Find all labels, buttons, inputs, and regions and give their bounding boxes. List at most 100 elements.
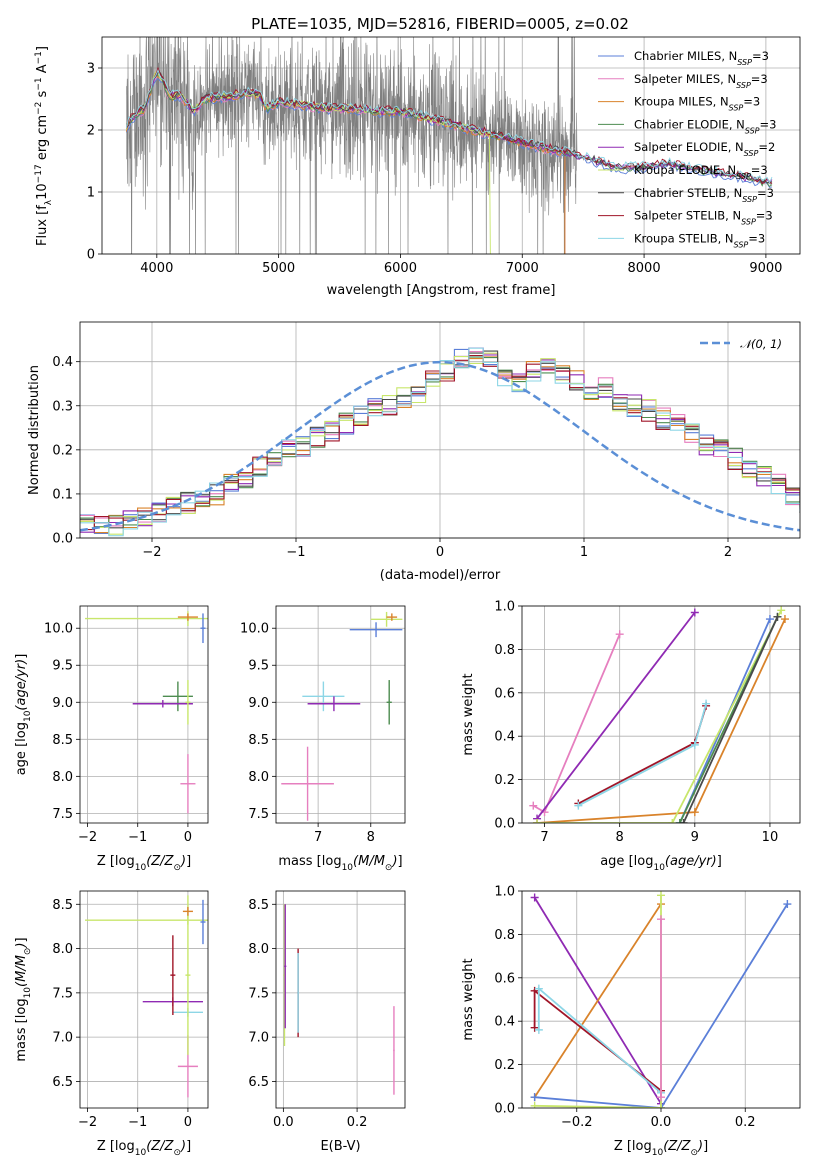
legend-label-part: =3 — [760, 117, 777, 131]
label-sub: λ — [44, 199, 54, 205]
mass-vs-metallicity-panel: −2 −1 06.57.07.58.08.5Z [log10(Z/Z⊙)]mass … — [14, 890, 209, 1158]
label-part: ) — [14, 942, 29, 948]
label-part: (Z/Z — [663, 1139, 691, 1154]
legend-label: Chabrier MILES, NSSP=3 — [634, 49, 769, 67]
y-tick-label: 9.5 — [248, 659, 269, 674]
x-tick-label: −0.2 — [561, 1115, 593, 1130]
label-sub: 10 — [135, 1148, 147, 1158]
axis-label: mass [log10(M/M⊙)] — [14, 937, 33, 1061]
x-tick-label: 8000 — [628, 261, 661, 276]
hist-kroupa_stelib — [80, 347, 800, 537]
x-tick-label: 0.0 — [273, 1115, 294, 1130]
label-part: ] — [186, 854, 191, 869]
axis-label: mass weight — [461, 958, 476, 1040]
axis-label: mass [log10(M/M⊙)] — [278, 854, 402, 873]
series-marker — [783, 900, 792, 909]
y-tick-label: 3 — [87, 62, 95, 77]
x-tick-label: 6000 — [384, 261, 417, 276]
x-tick-label: −1 — [286, 545, 305, 560]
label-sup: −17 — [34, 164, 44, 183]
y-tick-label: 0.4 — [494, 730, 515, 745]
label-part: erg cm — [35, 115, 50, 164]
legend-label: Chabrier STELIB, NSSP=3 — [634, 186, 774, 204]
y-tick-label: 9.0 — [248, 696, 269, 711]
y-tick-label: 8.5 — [52, 733, 73, 748]
y-tick-label: 8.0 — [52, 770, 73, 785]
axis-label: (data-model)/error — [380, 568, 501, 583]
series-marker — [668, 819, 677, 823]
label-part: s — [35, 90, 50, 101]
series-line — [533, 903, 662, 1098]
axis-label: wavelength [Angstrom, rest frame] — [327, 283, 556, 298]
legend-label-sub: SSP — [741, 217, 756, 226]
label-part: mass [log — [278, 854, 341, 869]
legend-label-part: Chabrier STELIB, N — [634, 186, 742, 200]
x-tick-label: 5000 — [262, 261, 295, 276]
y-tick-label: 6.5 — [248, 1075, 269, 1090]
legend-label-part: =3 — [748, 231, 765, 245]
legend-label-part: Chabrier ELODIE, N — [634, 117, 745, 131]
x-tick-label: 4000 — [140, 261, 173, 276]
x-tick-label: 7000 — [506, 261, 539, 276]
axis-label: age [log10(age/yr)] — [14, 654, 33, 776]
x-tick-label: −2 — [142, 545, 161, 560]
series-marker — [657, 891, 665, 900]
weight-vs-metallicity-panel: −0.2 0.0 0.2 0.0 0.2 0.4 0.6 0.8 1.0 Z [log10(Z/Z… — [461, 885, 801, 1158]
series-line — [532, 633, 621, 814]
label-part: (age/yr) — [14, 659, 29, 711]
y-tick-label: 7.0 — [248, 1031, 269, 1046]
legend-label-part: =3 — [757, 186, 774, 200]
label-part: mass [log — [14, 998, 29, 1061]
y-tick-label: 8.0 — [52, 942, 73, 957]
label-part: ] — [35, 46, 50, 51]
label-sub: 10 — [342, 863, 354, 873]
plot-frame — [521, 605, 801, 824]
series-marker — [702, 699, 711, 708]
y-axis-label: Flux [fλ10−17 erg cm−2 s−1 A−1] — [34, 46, 54, 246]
legend-label-sub: SSP — [736, 172, 751, 181]
label-part: ] — [703, 1139, 708, 1154]
series-marker — [530, 893, 539, 902]
x-tick-label: 8 — [616, 830, 624, 845]
y-tick-label: 1 — [87, 186, 95, 201]
legend-label: Chabrier ELODIE, NSSP=3 — [634, 117, 776, 135]
legend-label-part: =3 — [752, 49, 769, 63]
label-part: (M/M — [353, 854, 385, 869]
series-marker — [534, 1025, 543, 1034]
y-tick-label: 0.0 — [52, 532, 73, 547]
spectrum-panel: 4000 5000 6000 7000 8000 9000 0 1 2 3 wavelength [… — [34, 36, 801, 298]
label-sub: ⊙ — [690, 1148, 698, 1158]
series-marker — [657, 1104, 665, 1108]
series-marker — [657, 1093, 665, 1102]
y-tick-label: 0.0 — [494, 1102, 515, 1117]
label-sup: −1 — [34, 51, 44, 64]
legend-label-part: =3 — [756, 209, 773, 223]
series-marker — [530, 986, 539, 995]
legend-label-sub: SSP — [745, 126, 760, 135]
x-tick-label: 0 — [184, 1115, 192, 1130]
label-part: age [log — [14, 722, 29, 775]
legend-label-part: Kroupa STELIB, N — [634, 231, 734, 245]
figure-title: PLATE=1035, MJD=52816, FIBERID=0005, z=0… — [251, 15, 629, 33]
x-tick-label: 8 — [367, 830, 375, 845]
series-marker — [675, 819, 684, 823]
series-marker — [615, 630, 624, 639]
y-tick-label: 10.0 — [240, 622, 269, 637]
y-tick-label: 7.5 — [52, 986, 73, 1001]
legend-label-part: =3 — [743, 95, 760, 109]
label-part: (age/yr) — [665, 854, 717, 869]
plot-frame — [275, 890, 406, 1109]
series-marker — [780, 615, 789, 624]
normal-curve — [80, 360, 800, 532]
label-part: ) — [697, 1139, 703, 1154]
series-marker — [690, 740, 699, 749]
y-tick-label: 8.0 — [248, 942, 269, 957]
legend-label-part: Kroupa ELODIE, N — [634, 163, 736, 177]
x-tick-label: 0 — [184, 830, 192, 845]
label-part: Flux [f — [35, 205, 50, 246]
legend-label-sub: SSP — [736, 80, 751, 89]
plot-frame — [79, 890, 209, 1109]
